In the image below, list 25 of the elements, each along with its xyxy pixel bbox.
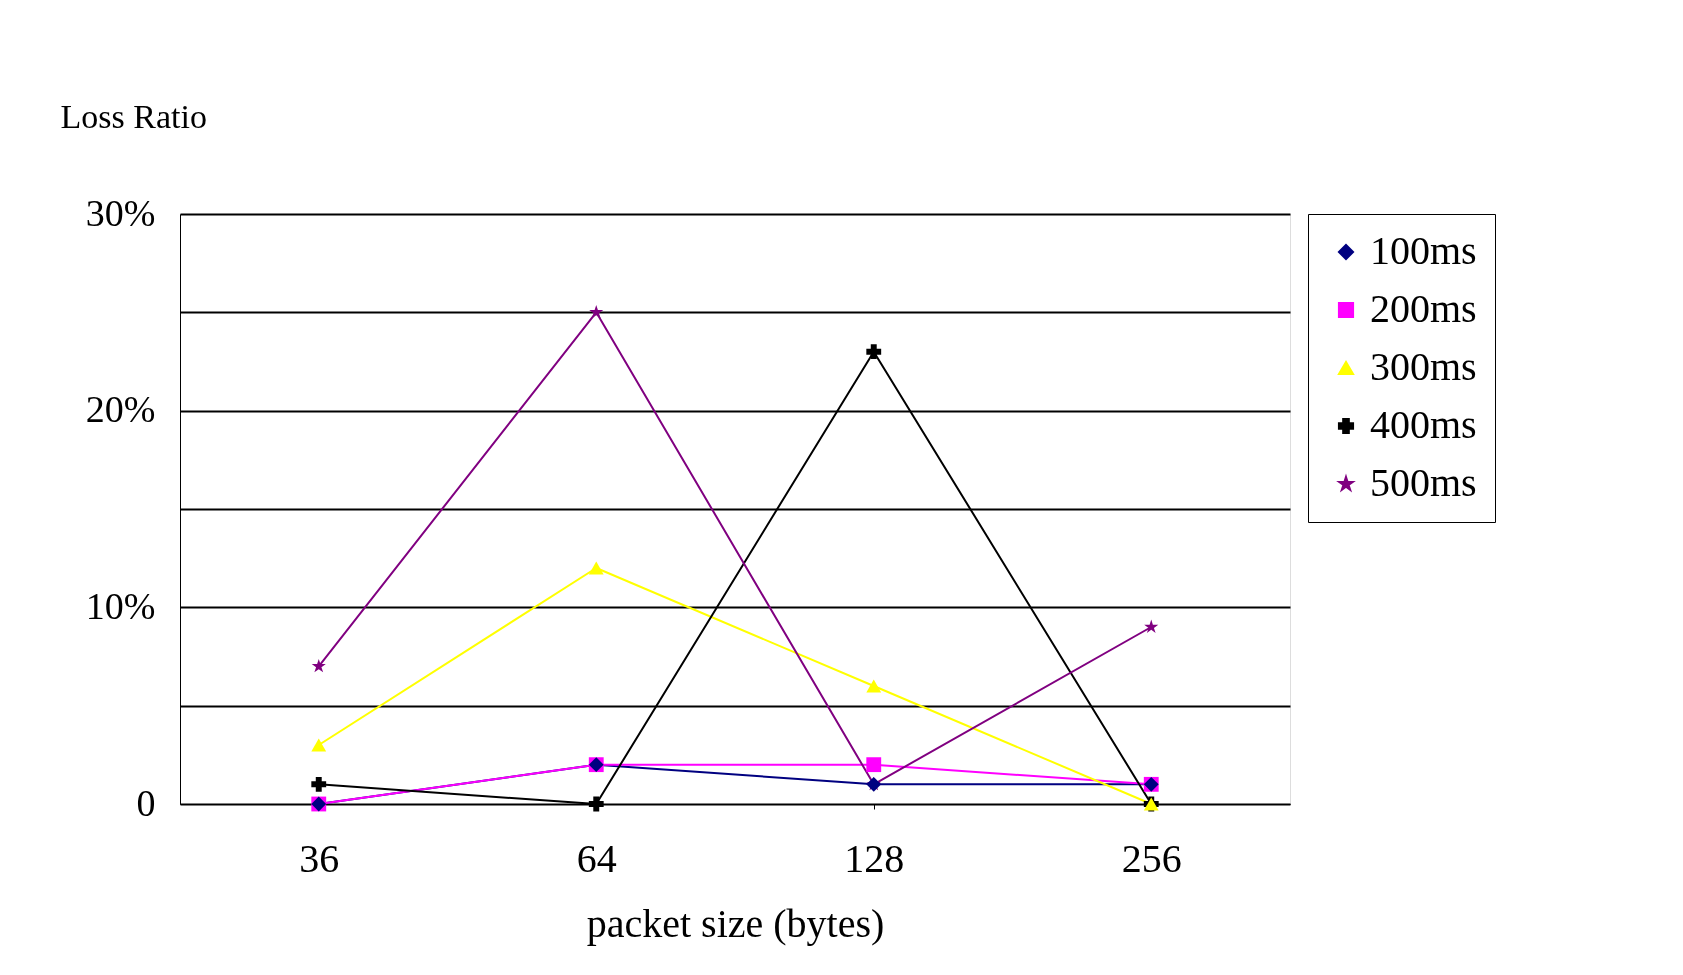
x-axis-title: packet size (bytes) bbox=[586, 900, 885, 946]
point bbox=[866, 757, 882, 773]
point bbox=[311, 658, 326, 673]
x-tick-label: 128 bbox=[844, 835, 905, 881]
x-tick-label: 36 bbox=[299, 835, 340, 881]
legend-label: 400ms bbox=[1370, 402, 1477, 447]
x-tick-label: 64 bbox=[576, 835, 617, 881]
point bbox=[311, 738, 327, 752]
y-tick-label: 0 bbox=[136, 781, 156, 824]
point bbox=[1144, 619, 1159, 634]
y-tick-label: 10% bbox=[85, 584, 156, 627]
y-tick-label: 20% bbox=[85, 388, 156, 431]
point bbox=[588, 561, 604, 575]
x-tick-label: 256 bbox=[1121, 835, 1182, 881]
y-axis-title: Loss Ratio bbox=[60, 97, 207, 135]
legend-label: 300ms bbox=[1370, 344, 1477, 389]
point bbox=[866, 344, 882, 360]
legend-label: 500ms bbox=[1370, 460, 1477, 505]
point bbox=[589, 304, 604, 319]
legend-label: 100ms bbox=[1370, 228, 1477, 273]
y-tick-label: 30% bbox=[85, 191, 156, 234]
point bbox=[311, 776, 327, 792]
legend-label: 200ms bbox=[1370, 286, 1477, 331]
point bbox=[866, 679, 882, 693]
point bbox=[588, 796, 604, 812]
